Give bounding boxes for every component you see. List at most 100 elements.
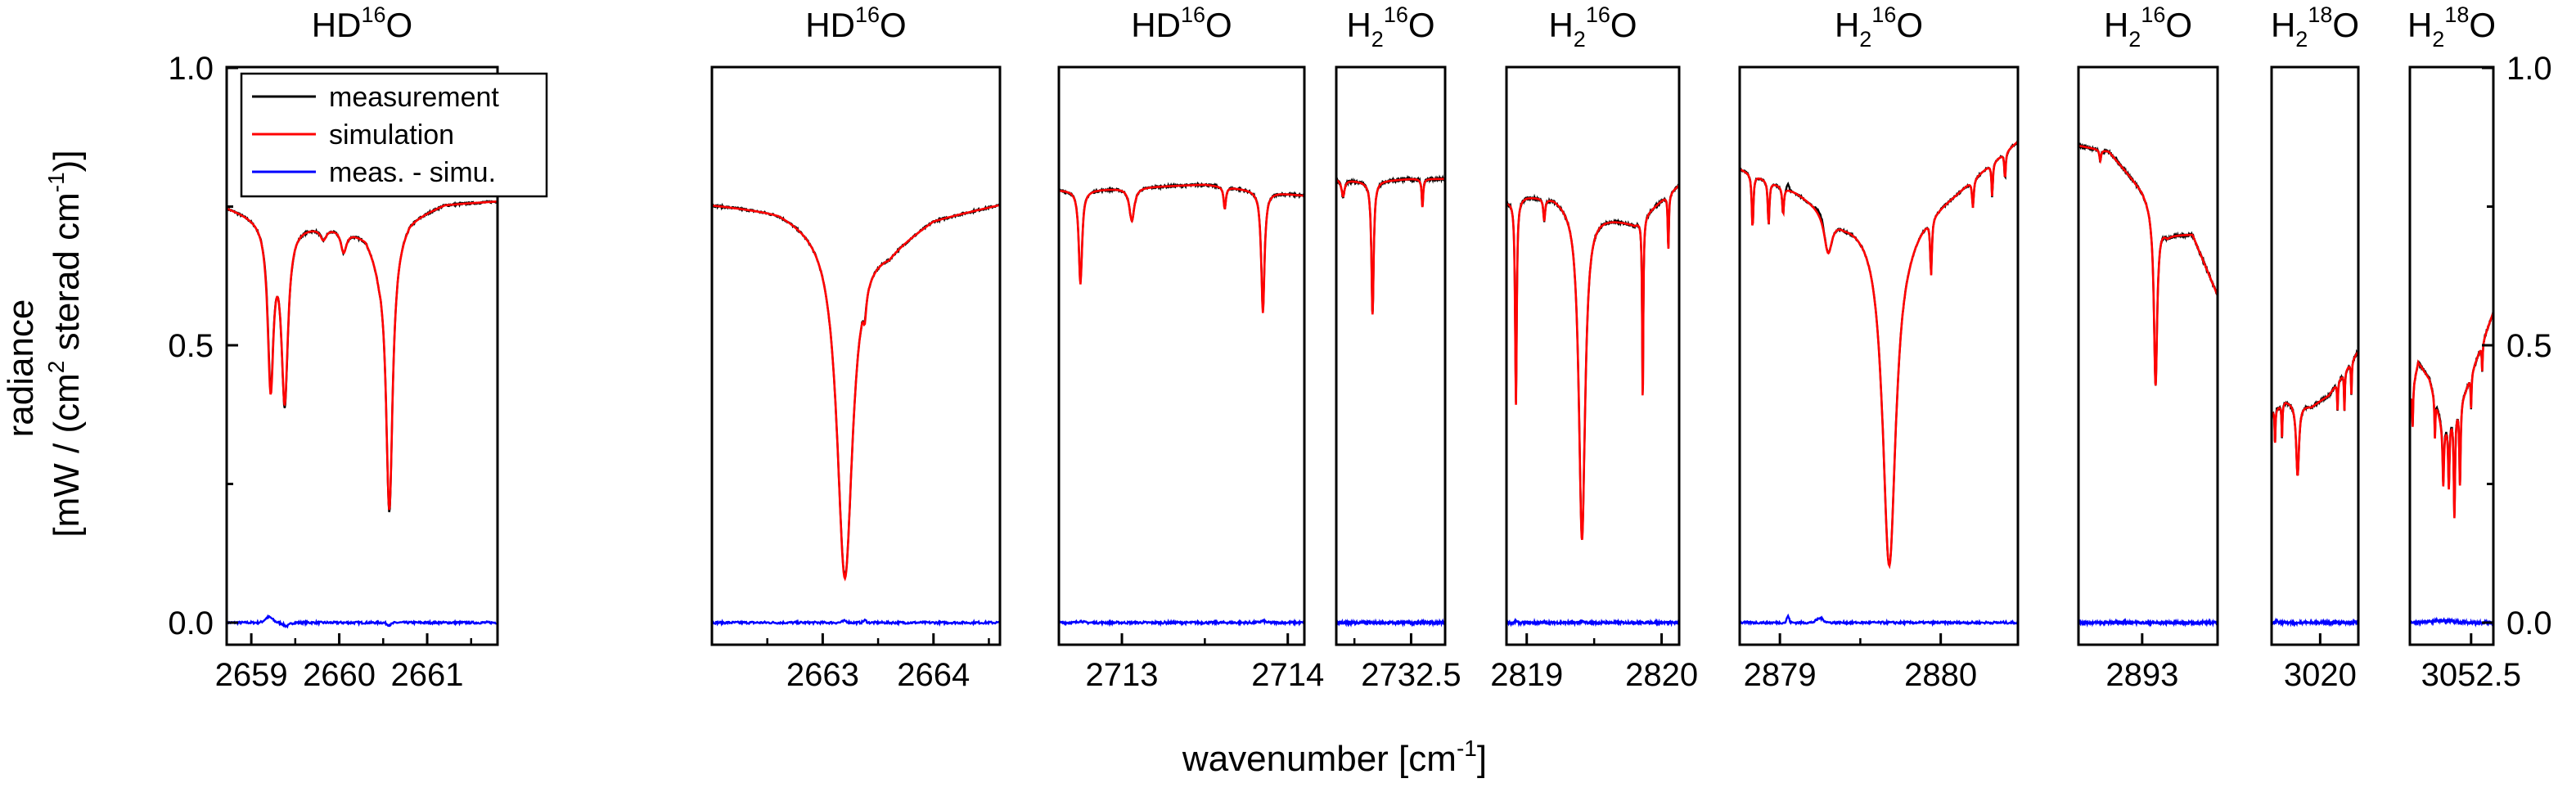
legend: measurement simulation meas. - simu. — [240, 72, 548, 198]
panel-title-base: H — [2407, 6, 2432, 44]
panel-frame — [1057, 65, 1306, 646]
panel-p2: 2663 2664 HD16O — [710, 2, 1002, 693]
panel-title-isotope: 16 — [1181, 2, 1205, 27]
residual-line — [2272, 617, 2358, 628]
y-tick-label: 1.0 — [2506, 51, 2552, 87]
measurement-line — [2078, 142, 2218, 386]
panel-title-suffix: O — [1205, 6, 1232, 44]
x-tick-label: 3052.5 — [2421, 657, 2521, 693]
x-tick-label: 2880 — [1904, 657, 1977, 693]
x-tick-label: 2664 — [897, 657, 970, 693]
panel-title-isotope: 18 — [2308, 2, 2332, 27]
panel-title-suffix: O — [1610, 6, 1637, 44]
panel-title-base: H — [1346, 6, 1371, 44]
simulation-line — [712, 204, 1000, 582]
panel-title-isotope: 16 — [2141, 2, 2165, 27]
legend-entry-label: simulation — [329, 119, 454, 151]
panel-p9: 3052.5 0.0 0.5 1.0 H218O — [2407, 2, 2552, 693]
panel-title-subscript: 2 — [1574, 27, 1586, 52]
panel-title: H216O — [1835, 2, 1923, 52]
panel-title: H218O — [2271, 2, 2359, 52]
panel-p2-curves — [712, 202, 1000, 628]
panel-p4: 2732.5 H216O — [1335, 2, 1461, 693]
panel-frame — [2077, 65, 2219, 646]
panel-title-base: H — [1548, 6, 1573, 44]
measurement-line — [2410, 312, 2493, 517]
panel-p8-curves — [2272, 349, 2358, 628]
simulation-line — [2078, 144, 2218, 386]
panel-p3-curves — [1059, 181, 1304, 628]
y-tick-label: 0.5 — [2506, 328, 2552, 364]
panel-title: H218O — [2407, 2, 2496, 52]
x-tick-label: 2819 — [1490, 657, 1563, 693]
panel-frame — [2408, 65, 2495, 646]
panel-title-base: H — [2104, 6, 2128, 44]
y-tick-label: 0.0 — [2506, 605, 2552, 641]
simulation-line — [1336, 178, 1445, 315]
y-axis-label-line2: [mW / (cm2 sterad cm-1)] — [43, 150, 87, 537]
panel-title-isotope: 16 — [1586, 2, 1610, 27]
residual-line — [227, 614, 498, 629]
residual-line — [2078, 618, 2218, 628]
panel-title-suffix: O — [2469, 6, 2496, 44]
panel-title: H216O — [1548, 2, 1637, 52]
x-tick-label: 2893 — [2105, 657, 2178, 693]
simulation-line — [2410, 312, 2493, 519]
residual-line — [1059, 618, 1304, 628]
legend-entry-label: measurement — [329, 82, 499, 113]
y-tick-label: 1.0 — [168, 51, 214, 87]
x-axis-label: wavenumber [cm-1] — [1182, 736, 1487, 779]
measurement-line — [1336, 173, 1445, 314]
panel-frame — [225, 65, 499, 646]
panel-p5-curves — [1506, 182, 1679, 628]
panel-title-base: HD — [312, 6, 362, 44]
x-tick-label: 2879 — [1744, 657, 1817, 693]
panel-title-suffix: O — [386, 6, 413, 44]
panel-title-suffix: O — [1408, 6, 1435, 44]
x-tick-label: 2820 — [1625, 657, 1698, 693]
panel-title-subscript: 2 — [2128, 27, 2141, 52]
panel-p5: 2819 2820 H216O — [1490, 2, 1698, 693]
panel-title: HD16O — [1131, 2, 1232, 44]
residual-line — [1506, 618, 1679, 628]
panel-title-suffix: O — [880, 6, 907, 44]
panel-frame — [1738, 65, 2020, 646]
residual-line — [712, 618, 1000, 628]
panel-title-base: H — [2271, 6, 2295, 44]
panel-p1-curves — [227, 200, 498, 629]
panel-p8: 3020 H218O — [2270, 2, 2360, 693]
panel-title-subscript: 2 — [2295, 27, 2308, 52]
panel-frame — [1335, 65, 1447, 646]
panel-p4-curves — [1336, 173, 1445, 628]
x-tick-label: 2661 — [391, 657, 464, 693]
y-axis-label: radiance [mW / (cm2 sterad cm-1)] — [1, 150, 87, 537]
panel-title: H216O — [1346, 2, 1434, 52]
panel-title-base: H — [1835, 6, 1859, 44]
panel-title-subscript: 2 — [2432, 27, 2444, 52]
panel-p6-curves — [1740, 140, 2018, 628]
measurement-line — [227, 200, 498, 513]
panel-title-base: HD — [1131, 6, 1181, 44]
panel-p9-curves — [2410, 312, 2493, 628]
panel-p1: 2659 2660 2661 0.0 0.5 1.0 HD16O — [168, 2, 499, 693]
panel-title-isotope: 16 — [1384, 2, 1408, 27]
panel-frame — [2270, 65, 2360, 646]
x-tick-label: 2660 — [303, 657, 376, 693]
panel-title-suffix: O — [2165, 6, 2192, 44]
y-tick-label: 0.0 — [168, 605, 214, 641]
panel-title-subscript: 2 — [1371, 27, 1384, 52]
panel-p7-curves — [2078, 142, 2218, 628]
x-tick-label: 3020 — [2284, 657, 2357, 693]
panel-title: HD16O — [312, 2, 412, 44]
panel-title: HD16O — [805, 2, 906, 44]
panel-title-isotope: 16 — [855, 2, 880, 27]
legend-entry-label: meas. - simu. — [329, 157, 496, 188]
panel-title-isotope: 16 — [1871, 2, 1896, 27]
simulation-line — [1740, 141, 2018, 569]
panel-p7: 2893 H216O — [2077, 2, 2219, 693]
measurement-line — [1506, 182, 1679, 539]
panel-p6: 2879 2880 H216O — [1738, 2, 2020, 693]
measurement-line — [1059, 181, 1304, 311]
